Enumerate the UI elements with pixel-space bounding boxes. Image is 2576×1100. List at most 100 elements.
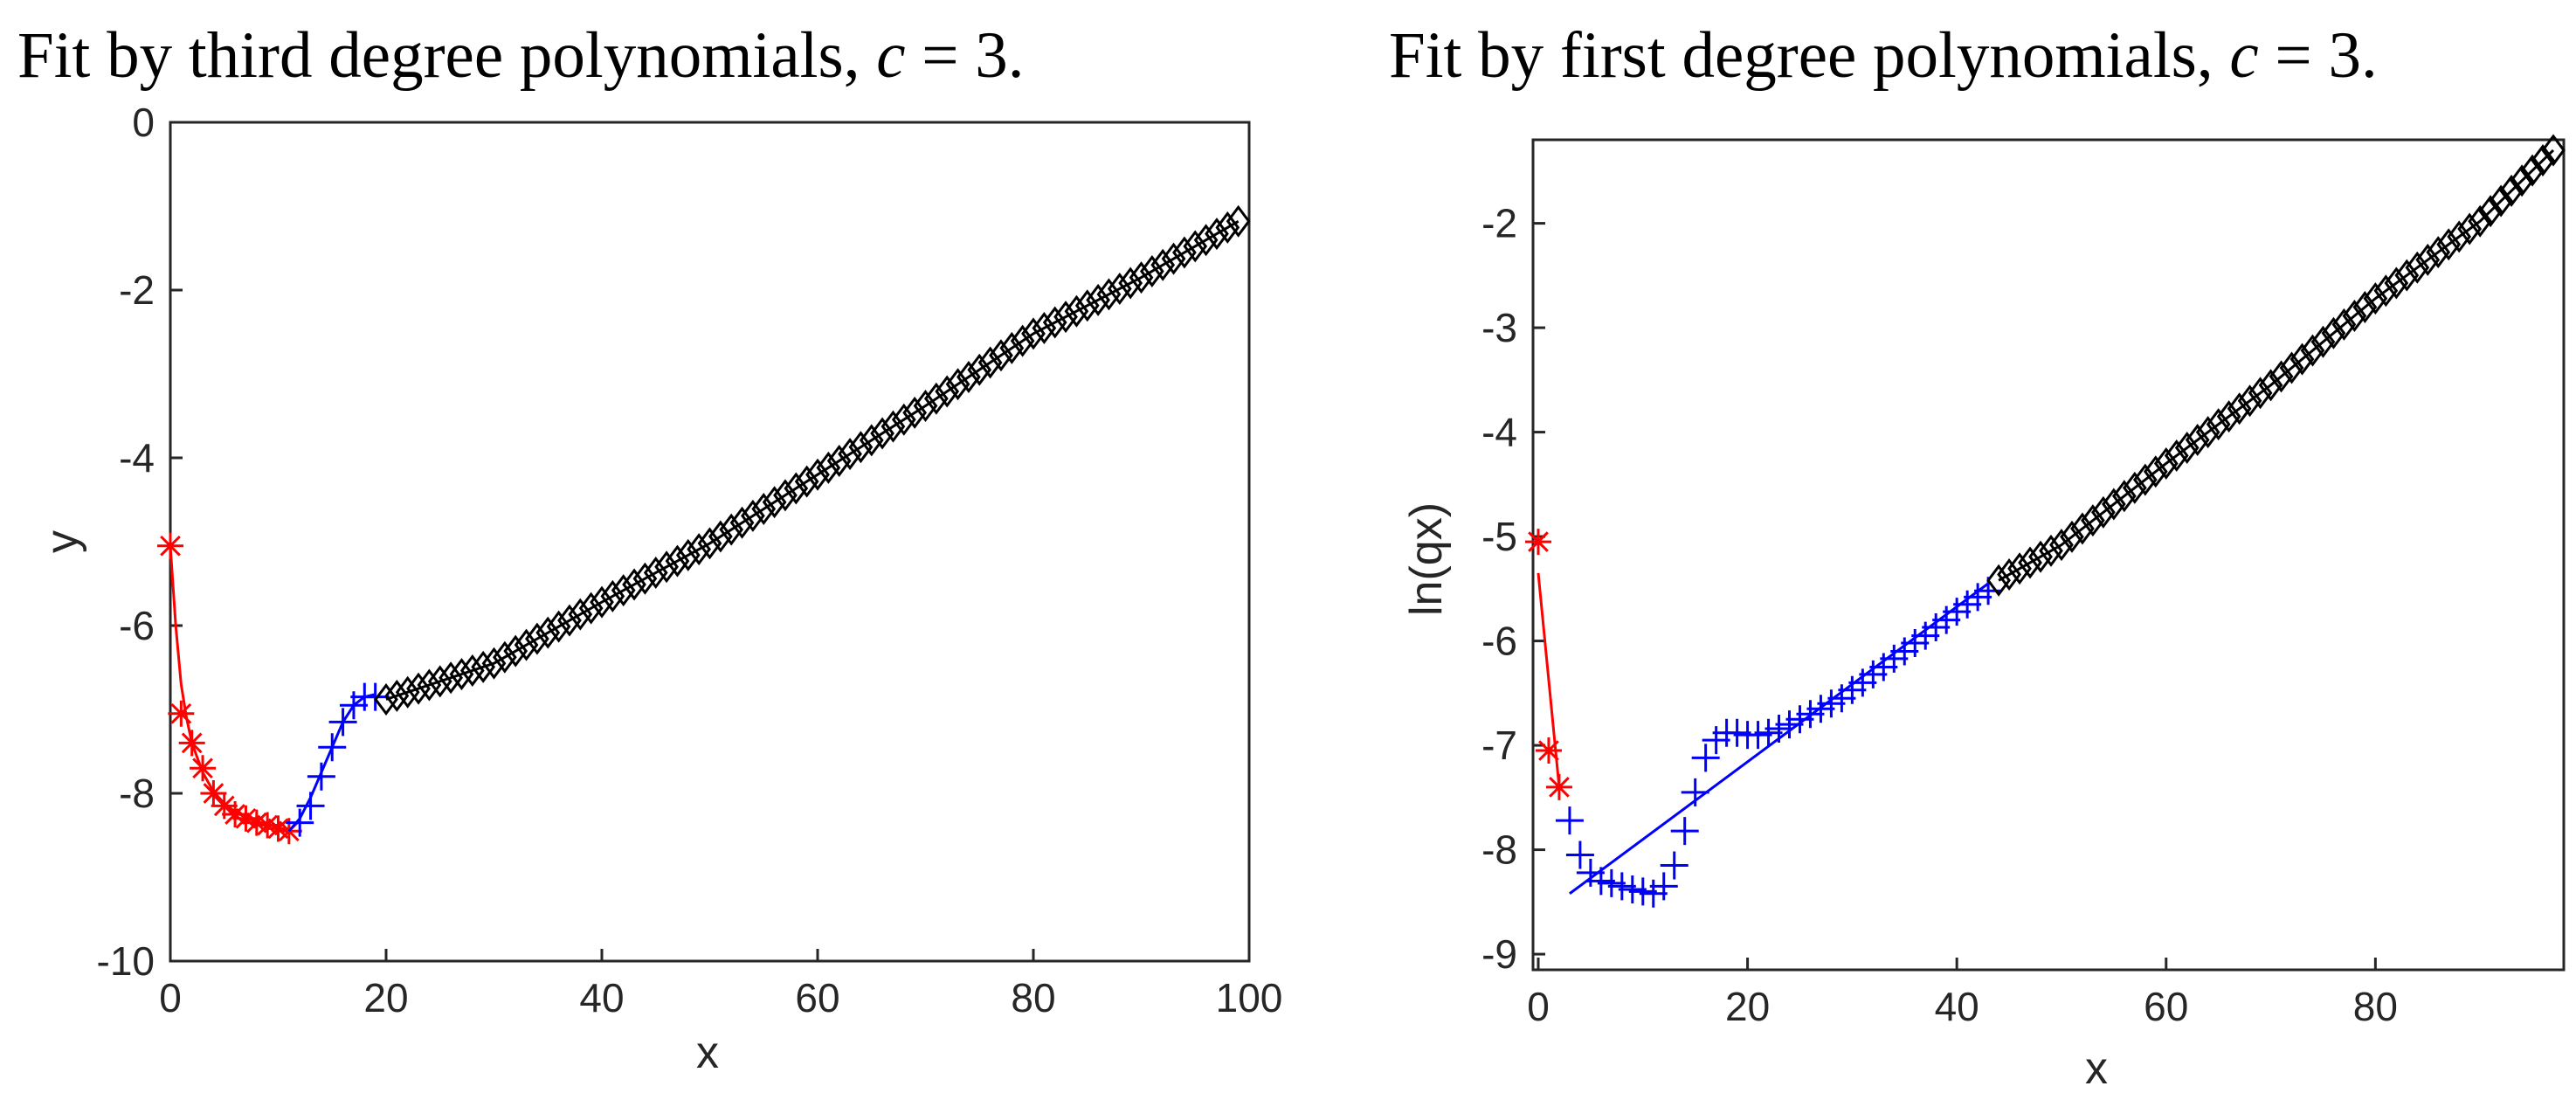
left-series-2-point: [525, 622, 549, 655]
left-series-2-point: [1226, 204, 1251, 238]
left-series-2-point: [967, 353, 992, 386]
right-series-2-point: [2394, 259, 2420, 292]
right-series-1-point: [1660, 851, 1689, 880]
left-series-2-point: [913, 389, 938, 422]
left-series-2-point: [687, 533, 712, 566]
left-series-2-point: [1205, 218, 1229, 251]
left-series-2-point: [805, 458, 830, 491]
right-plot-data: [1524, 134, 2566, 908]
left-series-2-point: [578, 592, 604, 625]
left-series-2-point: [439, 661, 463, 695]
left-series-2-point: [395, 675, 420, 709]
left-series-1-point: [286, 808, 314, 837]
panel-right: Fit by first degree polynomials, c = 3. …: [1389, 19, 2566, 1094]
left-series-2-point: [945, 368, 970, 401]
right-y-tick-label: -7: [1481, 723, 1517, 768]
right-series-0-point: [1545, 773, 1572, 800]
right-series-2-point: [2436, 228, 2462, 261]
left-series-2-point: [503, 634, 528, 668]
right-series-2-point: [2091, 495, 2116, 529]
left-series-2-point: [697, 527, 722, 560]
right-y-tick-label: -6: [1481, 619, 1517, 664]
left-series-2-point: [632, 562, 658, 595]
left-series-2-point: [1107, 272, 1132, 305]
left-series-2-point: [622, 568, 646, 601]
right-series-2-point: [2164, 439, 2189, 472]
left-x-tick-label: 20: [363, 975, 408, 1020]
right-series-2-point: [2216, 400, 2241, 433]
left-series-2-point: [1118, 266, 1143, 300]
right-series-2-point: [2457, 212, 2483, 246]
left-series-2-point: [1150, 248, 1176, 281]
right-series-2-point: [2081, 504, 2105, 537]
right-series-1-point: [1681, 778, 1709, 806]
left-series-1-point: [318, 733, 347, 762]
left-series-1-point: [361, 682, 390, 711]
right-series-2-point: [2300, 334, 2325, 367]
left-series-1-point: [296, 792, 325, 820]
left-series-0-point: [232, 805, 259, 832]
right-x-tick-label: 60: [2144, 984, 2188, 1029]
left-series-0-point: [157, 532, 183, 559]
left-series-0-point: [200, 780, 227, 806]
left-y-tick-label: -10: [97, 938, 155, 984]
right-axis-ticks: 0 20 40 60 80 -2 -3 -4 -5 -6 -7 -8 -9: [1481, 201, 2398, 1029]
left-series-2-point: [1183, 230, 1208, 263]
left-series-2-point: [1032, 311, 1057, 344]
right-series-1-point: [1565, 841, 1594, 869]
right-series-2-point: [2269, 360, 2294, 393]
left-series-2-point: [891, 403, 916, 436]
left-series-2-point: [881, 410, 906, 443]
left-series-2-point: [719, 513, 744, 546]
left-series-2-point: [1086, 283, 1110, 316]
left-series-2-point: [665, 544, 690, 578]
left-plot-data: [157, 204, 1251, 845]
left-series-0-point: [211, 792, 238, 820]
left-series-2-point: [794, 465, 819, 498]
right-series-2-point: [2352, 291, 2378, 324]
right-series-2-point: [2426, 236, 2451, 269]
left-series-2-fit-line: [385, 219, 1240, 701]
right-series-2-point: [2227, 392, 2252, 425]
left-series-2-point: [957, 360, 981, 393]
left-series-1-point: [328, 708, 357, 737]
right-series-2-point: [2143, 455, 2168, 488]
left-series-2-point: [708, 520, 733, 553]
right-plot-box: [1531, 138, 2566, 972]
right-series-2-point: [2468, 204, 2493, 238]
right-series-1-point: [1670, 817, 1699, 846]
left-series-2-point: [762, 486, 787, 519]
right-y-tick-label: -9: [1481, 931, 1517, 977]
left-series-2-point: [374, 682, 398, 716]
left-series-2-point: [1161, 242, 1186, 275]
right-series-2-point: [2132, 463, 2158, 496]
left-x-tick-label: 40: [579, 975, 624, 1020]
left-series-2-point: [1172, 236, 1197, 269]
left-series-2-point: [427, 665, 452, 698]
right-series-2-point: [2195, 416, 2220, 449]
right-series-2-point: [2060, 520, 2084, 553]
left-series-0-point: [168, 700, 195, 727]
left-series-2-point: [481, 647, 507, 680]
left-series-2-point: [935, 375, 960, 408]
right-y-tick-label: -2: [1481, 201, 1517, 246]
right-series-2-point: [1986, 564, 2011, 597]
left-x-tick-label: 60: [795, 975, 839, 1020]
left-series-2-point: [1139, 254, 1164, 287]
left-y-tick-label: 0: [132, 100, 155, 145]
right-x-axis-label: x: [2085, 1043, 2108, 1094]
right-series-2-point: [2289, 342, 2315, 376]
right-y-tick-label: -3: [1481, 305, 1517, 350]
right-series-2-point: [2174, 432, 2200, 465]
left-series-2-point: [977, 346, 1003, 379]
right-series-2-point: [2237, 384, 2262, 418]
left-series-2-point: [417, 668, 442, 702]
right-series-2-point: [2447, 220, 2472, 253]
right-x-tick-label: 40: [1935, 984, 1979, 1029]
left-series-2-point: [729, 506, 755, 539]
left-y-tick-label: -6: [119, 603, 155, 648]
left-series-2-point: [643, 557, 668, 590]
right-series-2-point: [2373, 274, 2399, 308]
left-x-tick-label: 80: [1011, 975, 1055, 1020]
right-series-2-point: [2206, 408, 2231, 441]
